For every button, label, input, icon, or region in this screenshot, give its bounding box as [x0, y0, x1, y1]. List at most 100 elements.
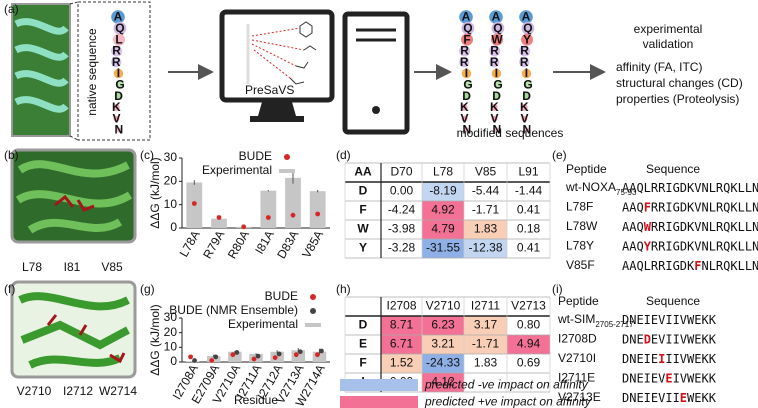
residue-bubble — [113, 115, 120, 122]
residue-letter: D — [114, 89, 123, 103]
column-header: V2713 — [511, 299, 546, 313]
sequence-part: IIVWEKK — [665, 352, 716, 366]
residue-letter: V — [460, 111, 468, 125]
bar — [309, 191, 326, 228]
cell-fill — [422, 182, 464, 201]
row-label: Y — [359, 241, 367, 255]
residue-bubble — [521, 33, 533, 46]
scatter-point — [234, 350, 240, 355]
residue-letter: R — [460, 44, 469, 58]
legend-swatch — [310, 308, 316, 314]
residue-letter: K — [460, 100, 469, 114]
y-tick-label: 10 — [164, 197, 178, 211]
column-header: V2710 — [426, 299, 461, 313]
y-tick-label: 20 — [164, 174, 178, 188]
residue-bubble — [111, 57, 122, 68]
cell-value: 6.23 — [431, 318, 455, 332]
validation-title: experimental — [634, 22, 703, 36]
sequence-part: DNE — [622, 332, 644, 346]
residue-bubble — [461, 21, 475, 35]
cell-value: 3.21 — [431, 337, 455, 351]
peptide-sequence: DNEDEVIIVWEKK — [622, 332, 717, 346]
validation-item: affinity (FA, ITC) — [616, 60, 702, 74]
panel-label: (c) — [140, 148, 154, 162]
peptide-name: I2711E — [558, 371, 595, 385]
cell-fill — [381, 316, 422, 335]
name-text: V2710I — [558, 351, 596, 365]
native-sequence-label: native sequence — [85, 28, 99, 116]
residue-letter: Q — [463, 21, 472, 35]
residue-bubble — [114, 92, 123, 100]
residue-letter: A — [114, 10, 123, 24]
residue-bubble — [489, 57, 500, 68]
residue-bubble — [116, 127, 122, 133]
sequence-part: IVWEKK — [673, 371, 717, 385]
y-tick-label: 10 — [164, 340, 178, 354]
cell-value: -4.24 — [388, 203, 416, 217]
name-subscript: 75-93 — [616, 188, 637, 197]
scatter-point — [276, 351, 282, 357]
residue-bubble — [463, 80, 473, 90]
residue-bubble — [461, 115, 468, 122]
scatter-point — [251, 356, 257, 362]
residue-letter: D — [462, 89, 471, 103]
side-chains — [54, 194, 95, 212]
x-tick-label: R80A — [225, 228, 252, 261]
residue-bubble — [459, 10, 473, 24]
residue-letter: K — [520, 100, 529, 114]
column-header: I2711 — [471, 299, 500, 313]
residue-bubble — [491, 68, 502, 79]
residue-letter: R — [520, 55, 529, 69]
mutation: E — [665, 371, 672, 385]
column-header: I2708 — [386, 299, 416, 313]
peptide-sequence: AAQLRRIGDKFNLRQKLLN — [622, 259, 758, 273]
column-header: D70 — [390, 165, 412, 179]
peptide-sequence: DNEIEVIIEWEKK — [622, 391, 717, 405]
name-text: V85F — [566, 258, 595, 272]
residue-letter: R — [520, 44, 529, 58]
cell-value: 8.71 — [390, 318, 414, 332]
residue-letter: I — [525, 66, 528, 80]
cell-value: 0.41 — [517, 241, 541, 255]
sequence-part: RRIGDKVNLRQKLLN — [651, 200, 758, 214]
tower-button — [372, 106, 380, 114]
legend-label: BUDE (NMR Ensemble) — [169, 303, 298, 317]
y-tick-label: 0 — [170, 220, 177, 234]
residue-bubble — [113, 21, 127, 35]
residue-bubble — [492, 92, 501, 100]
residue-bubble — [521, 21, 535, 35]
residue-letter: I — [465, 66, 468, 80]
mutation: Y — [644, 239, 652, 253]
helix — [15, 160, 133, 234]
cell-fill — [422, 220, 464, 239]
scatter-point — [192, 358, 197, 363]
residue-bubble — [115, 80, 125, 90]
mutation: F — [644, 200, 651, 214]
sequence-header: Sequence — [646, 294, 700, 308]
y-tick-label: 30 — [164, 150, 178, 164]
residue-bubble — [493, 80, 503, 90]
residue-bubble — [111, 10, 125, 24]
cell-value: -3.28 — [388, 241, 416, 255]
cell-value: 0.18 — [517, 222, 541, 236]
legend-swatch — [310, 294, 316, 300]
cell-fill — [422, 373, 464, 392]
impact-label: predicted +ve impact on affinity — [424, 395, 592, 408]
sequence-part: AAQ — [622, 220, 644, 234]
peptide-name: wt-NOXA75-93 — [565, 180, 637, 196]
legend-swatch — [284, 154, 290, 160]
residue-letter: G — [493, 77, 502, 91]
residue-bubble — [113, 33, 125, 46]
sequence-header: Sequence — [646, 162, 700, 176]
validation-item: properties (Proteolysis) — [616, 92, 739, 106]
residue-label: L78 — [22, 260, 42, 274]
cell-fill — [464, 335, 507, 354]
x-tick-label: I81A — [252, 228, 276, 256]
legend-label: BUDE — [239, 149, 272, 163]
name-subscript: 2705-2717 — [595, 320, 634, 329]
scatter-point — [293, 352, 299, 358]
bar — [206, 356, 221, 362]
residue-bubble — [459, 57, 470, 68]
residue-bubble — [462, 92, 471, 100]
residue-bubble — [489, 10, 503, 24]
